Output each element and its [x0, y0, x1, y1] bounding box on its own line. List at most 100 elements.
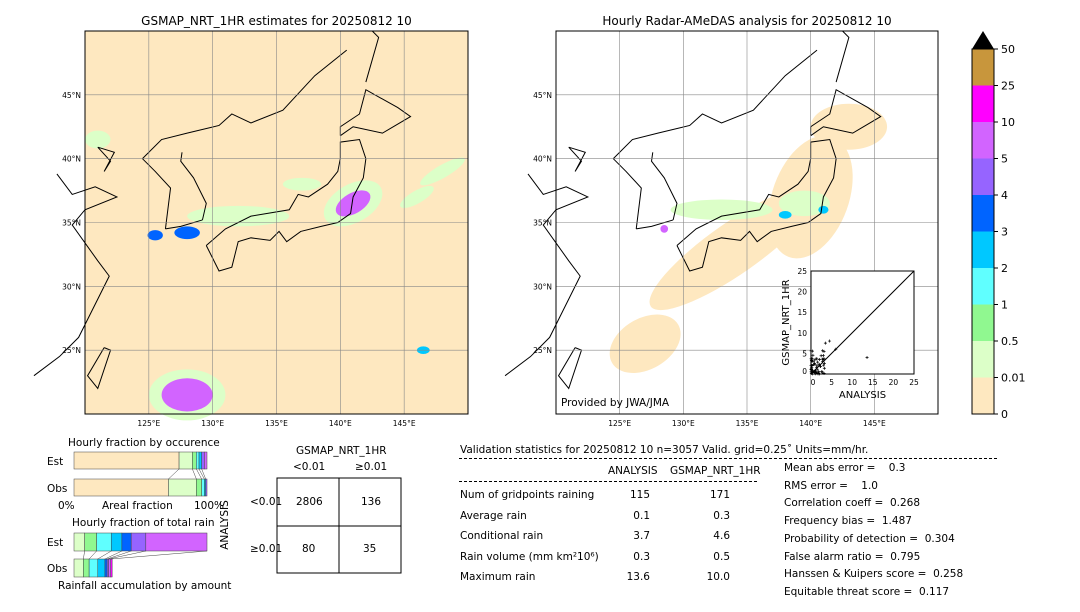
map2-title: Hourly Radar-AMeDAS analysis for 2025081…	[602, 14, 892, 28]
map-frame	[555, 30, 939, 415]
connector	[192, 468, 197, 480]
colorbar-bin	[972, 158, 994, 195]
one-to-one-line	[810, 270, 915, 375]
coastline	[676, 138, 837, 272]
rain-area	[282, 177, 322, 191]
rain-area	[85, 130, 111, 149]
stats-row-analysis: 115	[629, 489, 650, 501]
occ-obs-segment	[196, 478, 202, 497]
rain-obs-segment	[88, 558, 99, 578]
stats-header: Validation statistics for 20250812 10 n=…	[460, 444, 869, 456]
colorbar-label: 5	[1001, 153, 1008, 166]
rain-area	[174, 226, 200, 240]
occurrence-title: Hourly fraction by occurence	[68, 437, 220, 449]
coastline	[365, 30, 380, 83]
lat-tick-label: 45°N	[62, 91, 81, 100]
occ-est-segment	[196, 451, 200, 470]
connector	[83, 550, 85, 560]
scatter-ytick: 15	[797, 308, 807, 317]
coastline	[557, 347, 583, 390]
scatter-xlabel: ANALYSIS	[839, 390, 886, 401]
rain-area	[335, 190, 371, 217]
occ-est-label: Est	[47, 456, 64, 468]
lon-tick-label: 145°E	[863, 419, 886, 428]
lon-tick-label: 140°E	[799, 419, 822, 428]
occ-obs-label: Obs	[47, 483, 68, 495]
rain-est-segment	[96, 532, 112, 552]
colorbar-label: 0.5	[1001, 335, 1019, 348]
coastline	[810, 88, 882, 137]
rain-area	[400, 185, 434, 209]
lon-tick-label: 135°E	[736, 419, 759, 428]
lon-tick-label: 135°E	[265, 419, 288, 428]
occ-est-segment	[201, 451, 205, 470]
connector	[97, 550, 112, 560]
connector	[107, 550, 132, 560]
colorbar-label: 10	[1001, 116, 1015, 129]
score-line: Correlation coeff = 0.268	[784, 497, 920, 510]
scatter-xtick: 20	[889, 378, 899, 387]
tr-est-label: Est	[47, 537, 64, 549]
lat-tick-label: 30°N	[62, 282, 81, 291]
scatter-xtick: 0	[811, 378, 816, 387]
score-line: False alarm ratio = 0.795	[784, 550, 921, 563]
occ-obs-segment	[73, 478, 169, 497]
coastline	[86, 347, 112, 390]
rain-area	[660, 225, 669, 233]
stats-row-label: Maximum rain	[460, 571, 536, 583]
coastline	[612, 49, 818, 229]
occ-tick-0: 0%	[58, 500, 75, 512]
coastline	[165, 219, 203, 230]
score-line: Hanssen & Kuipers score = 0.258	[784, 568, 964, 581]
score-line: Equitable threat score = 0.117	[784, 585, 950, 598]
rain-area	[609, 314, 681, 374]
stats-row-gsmap: 4.6	[713, 530, 730, 542]
stats-col-gsmap: GSMAP_NRT_1HR	[670, 465, 761, 477]
connector	[110, 550, 208, 560]
coastline	[205, 138, 367, 272]
stats-row-label: Average rain	[460, 509, 527, 522]
lat-tick-label: 35°N	[533, 219, 552, 228]
rain-area	[147, 230, 163, 241]
rain-area	[420, 157, 465, 186]
coastline	[568, 146, 587, 172]
scatter-inset	[809, 270, 915, 376]
stats-row-label: Conditional rain	[460, 530, 544, 542]
occ-est-segment	[204, 451, 208, 470]
cont-row-1: ≥0.01	[250, 543, 283, 555]
coastline	[650, 152, 678, 221]
rain-est-segment	[145, 532, 208, 552]
stats-row-gsmap: 0.5	[713, 550, 730, 563]
coastline	[141, 49, 348, 229]
scatter-xtick: 10	[847, 378, 857, 387]
colorbar-extend-arrow	[972, 31, 994, 49]
cont-col-1: ≥0.01	[355, 461, 388, 473]
provider-note: Provided by JWA/JMA	[561, 397, 670, 409]
occ-est-segment	[192, 451, 197, 470]
rain-area	[818, 205, 829, 214]
connector	[168, 468, 180, 480]
rain-est-segment	[84, 532, 97, 552]
coastline	[97, 146, 116, 172]
cont-row-label: ANALYSIS	[218, 500, 231, 550]
colorbar-label: 25	[1001, 80, 1015, 93]
scatter-xtick: 5	[829, 378, 834, 387]
connector	[104, 550, 122, 560]
rain-area	[161, 378, 213, 412]
connector	[88, 550, 97, 560]
rain-est-segment	[73, 532, 85, 552]
lon-tick-label: 125°E	[137, 419, 160, 428]
lon-tick-label: 130°E	[201, 419, 224, 428]
cont-row-0: <0.01	[250, 496, 283, 508]
map-frame	[84, 30, 469, 415]
colorbar-label: 0.01	[1001, 372, 1026, 385]
scatter-ylabel: GSMAP_NRT_1HR	[781, 279, 792, 365]
stats-row-analysis: 0.1	[633, 509, 650, 522]
colorbar-label: 1	[1001, 299, 1008, 312]
rain-est-segment	[130, 532, 147, 552]
coastline	[835, 30, 850, 83]
occ-obs-segment	[168, 478, 197, 497]
colorbar-bin	[972, 122, 994, 159]
score-line: Probability of detection = 0.304	[784, 532, 955, 545]
occ-obs-segment	[205, 478, 208, 497]
